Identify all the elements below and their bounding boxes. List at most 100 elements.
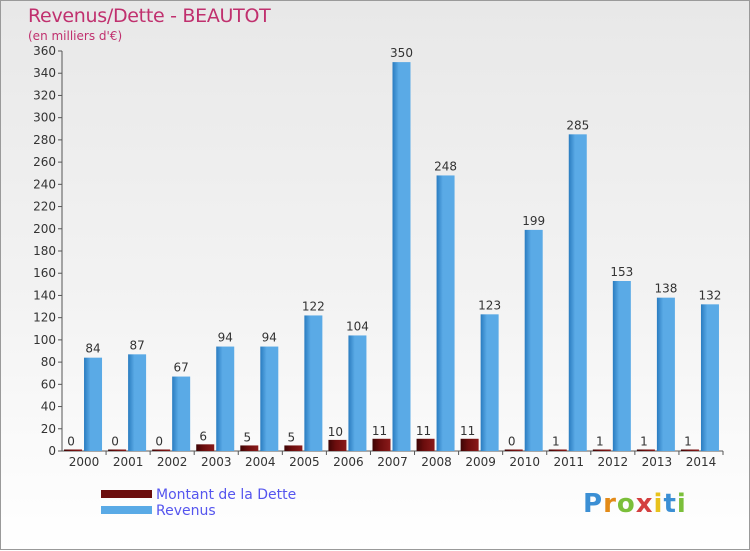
x-tick-label-2006: 2006 [333, 455, 364, 469]
debt-value-label-2011: 1 [552, 435, 560, 449]
debt-bar-2001 [108, 449, 127, 451]
revenue-bar-2014 [700, 304, 719, 451]
x-tick-label-2014: 2014 [686, 455, 717, 469]
x-tick-label-2003: 2003 [201, 455, 232, 469]
debt-bar-2010 [504, 449, 523, 451]
revenue-value-label-2007: 350 [390, 46, 413, 60]
y-tick-label: 160 [33, 266, 56, 280]
debt-bar-2011 [548, 449, 567, 451]
x-tick-label-2000: 2000 [69, 455, 100, 469]
y-tick-label: 20 [41, 422, 56, 436]
legend-swatch-debt [101, 490, 152, 498]
x-tick-label-2004: 2004 [245, 455, 276, 469]
revenue-value-label-2001: 87 [129, 338, 144, 352]
chart-subtitle: (en milliers d'€) [28, 29, 123, 43]
revenue-bar-2012 [612, 281, 631, 451]
revenue-value-label-2012: 153 [610, 265, 633, 279]
y-tick-label: 220 [33, 200, 56, 214]
y-tick-label: 260 [33, 155, 56, 169]
y-tick-label: 100 [33, 333, 56, 347]
legend-swatch-revenue [101, 506, 152, 514]
revenue-value-label-2004: 94 [262, 331, 277, 345]
x-tick-label-2005: 2005 [289, 455, 320, 469]
revenue-bar-2000 [84, 357, 103, 451]
logo-letter: t [663, 489, 677, 519]
logo-letter: i [676, 489, 687, 519]
revenue-bar-2008 [436, 175, 455, 451]
revenue-value-label-2003: 94 [218, 331, 233, 345]
revenue-value-label-2009: 123 [478, 298, 501, 312]
debt-value-label-2007: 11 [372, 424, 387, 438]
logo-letter: x [635, 489, 654, 519]
revenue-value-label-2013: 138 [654, 282, 677, 296]
debt-value-label-2009: 11 [460, 424, 475, 438]
x-tick-label-2008: 2008 [421, 455, 452, 469]
y-tick-label: 180 [33, 244, 56, 258]
logo-letter: o [616, 489, 636, 519]
y-tick-label: 40 [41, 400, 56, 414]
debt-bar-2002 [152, 449, 171, 451]
revenue-value-label-2008: 248 [434, 159, 457, 173]
y-tick-label: 60 [41, 377, 56, 391]
x-tick-label-2002: 2002 [157, 455, 188, 469]
debt-bar-2005 [284, 445, 303, 451]
chart-title: Revenus/Dette - BEAUTOT [28, 5, 271, 27]
x-tick-label-2011: 2011 [553, 455, 584, 469]
debt-bar-2012 [592, 449, 611, 451]
debt-value-label-2001: 0 [111, 435, 119, 449]
revenue-bar-2004 [260, 346, 279, 451]
revenue-bar-2006 [348, 335, 367, 451]
debt-value-label-2002: 0 [155, 435, 163, 449]
debt-value-label-2014: 1 [684, 435, 692, 449]
y-tick-label: 320 [33, 88, 56, 102]
y-tick-label: 120 [33, 311, 56, 325]
x-tick-label-2012: 2012 [598, 455, 629, 469]
y-tick-label: 280 [33, 133, 56, 147]
debt-bar-2000 [64, 449, 83, 451]
y-tick-label: 0 [48, 444, 56, 458]
revenue-bar-2013 [656, 297, 675, 451]
revenue-value-label-2002: 67 [174, 361, 189, 375]
y-tick-label: 300 [33, 111, 56, 125]
y-tick-label: 200 [33, 222, 56, 236]
debt-value-label-2010: 0 [508, 435, 516, 449]
debt-value-label-2004: 5 [243, 430, 251, 444]
y-tick-label: 360 [33, 44, 56, 58]
debt-value-label-2006: 10 [328, 425, 343, 439]
debt-bar-2008 [416, 438, 435, 451]
debt-value-label-2013: 1 [640, 435, 648, 449]
y-tick-label: 140 [33, 288, 56, 302]
debt-bar-2007 [372, 438, 391, 451]
debt-bar-2014 [680, 449, 699, 451]
legend-label-revenue: Revenus [156, 503, 216, 519]
revenue-bar-2002 [172, 376, 191, 451]
debt-bar-2009 [460, 438, 479, 451]
debt-value-label-2008: 11 [416, 424, 431, 438]
y-tick-label: 340 [33, 66, 56, 80]
debt-value-label-2012: 1 [596, 435, 604, 449]
legend-label-debt: Montant de la Dette [156, 487, 297, 503]
debt-value-label-2000: 0 [67, 435, 75, 449]
x-tick-label-2007: 2007 [377, 455, 408, 469]
revenue-bar-2010 [524, 229, 543, 451]
debt-bar-2013 [636, 449, 655, 451]
revenue-bar-2011 [568, 134, 587, 452]
revenue-value-label-2014: 132 [699, 288, 722, 302]
debt-bar-2004 [240, 445, 259, 451]
revenue-bar-2009 [480, 314, 499, 451]
debt-value-label-2005: 5 [288, 430, 296, 444]
logo-letter: P [583, 489, 604, 519]
x-tick-label-2009: 2009 [465, 455, 496, 469]
revenue-bar-2001 [128, 354, 147, 451]
revenue-bar-2005 [304, 315, 323, 451]
debt-bar-2003 [196, 444, 215, 451]
revenue-value-label-2010: 199 [522, 214, 545, 228]
x-tick-label-2010: 2010 [509, 455, 540, 469]
revenue-value-label-2006: 104 [346, 319, 369, 333]
y-tick-label: 80 [41, 355, 56, 369]
logo-letter: i [653, 489, 664, 519]
revenue-value-label-2005: 122 [302, 299, 325, 313]
x-tick-label-2013: 2013 [642, 455, 673, 469]
